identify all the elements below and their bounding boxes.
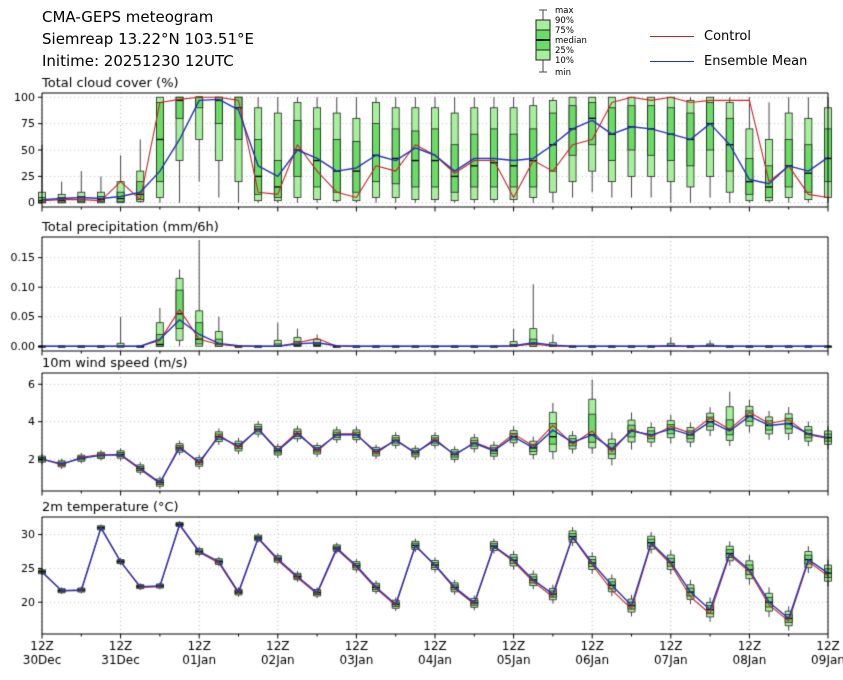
init-time: Initime: 20251230 12UTC (42, 52, 234, 70)
legend-row-control: Control (650, 24, 807, 49)
legend-label-25: 25% (555, 46, 574, 56)
control-line-swatch (650, 36, 694, 37)
control-label: Control (704, 29, 751, 44)
legend-label-min: min (555, 68, 571, 78)
station-location: Siemreap 13.22°N 103.51°E (42, 30, 254, 48)
ensemble-mean-label: Ensemble Mean (704, 54, 808, 69)
boxplot-legend: max 90% 75% median 25% 10% min (535, 6, 587, 78)
legend-label-75: 75% (555, 26, 574, 36)
legend-row-ensemble-mean: Ensemble Mean (650, 49, 807, 74)
legend-label-10: 10% (555, 56, 574, 66)
page-title: CMA-GEPS meteogram (42, 8, 214, 26)
legend-label-max: max (555, 6, 574, 16)
header: CMA-GEPS meteogram Siemreap 13.22°N 103.… (42, 6, 254, 72)
ensemble-mean-line-swatch (650, 61, 694, 62)
legend-label-median: median (555, 36, 587, 46)
legend-label-90: 90% (555, 16, 574, 26)
series-legend: Control Ensemble Mean (650, 24, 807, 74)
